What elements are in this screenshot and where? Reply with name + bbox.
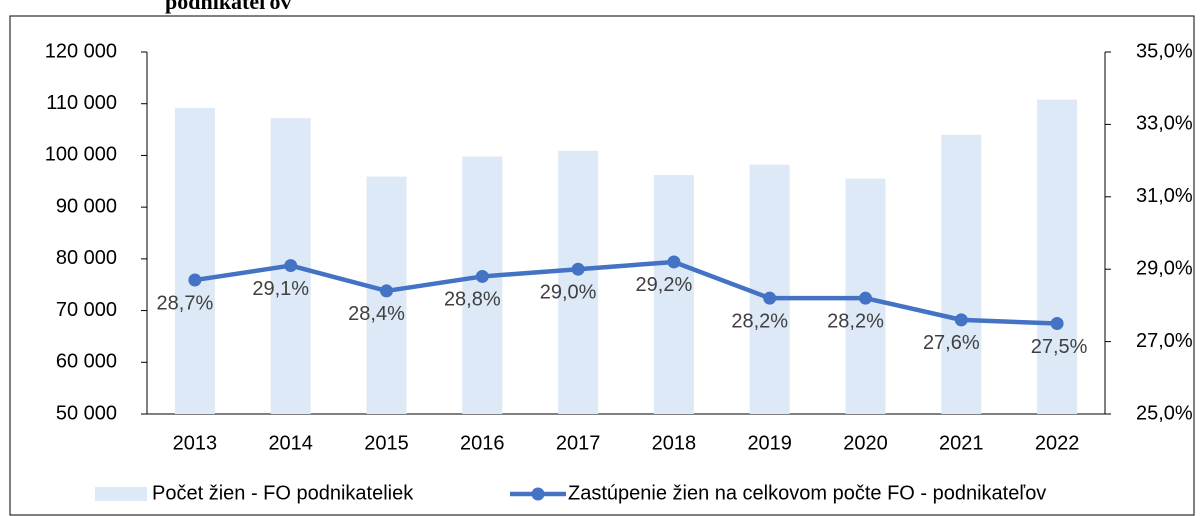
line-point xyxy=(859,291,872,305)
line-point xyxy=(954,313,968,327)
line-point xyxy=(380,284,393,298)
y2-tick-label: 25,0% xyxy=(1136,402,1193,424)
x-tick-label: 2018 xyxy=(652,432,697,454)
bar xyxy=(653,175,694,414)
x-tick-label: 2016 xyxy=(460,432,505,454)
bar xyxy=(749,164,790,414)
y2-tick-label: 31,0% xyxy=(1136,185,1193,207)
y2-tick-label: 33,0% xyxy=(1136,113,1193,135)
legend-label: Počet žien - FO podnikateliek xyxy=(152,482,414,504)
x-tick-label: 2014 xyxy=(268,432,313,454)
data-label: 27,5% xyxy=(1031,336,1088,358)
y-tick-label: 120 000 xyxy=(45,40,117,62)
line xyxy=(194,259,1058,326)
y-tick-label: 60 000 xyxy=(56,351,117,373)
line-point xyxy=(763,291,777,305)
x-tick-label: 2015 xyxy=(364,432,409,454)
x-tick-label: 2019 xyxy=(747,432,792,454)
line-point xyxy=(475,269,489,283)
x-tick-label: 2017 xyxy=(556,432,601,454)
y2-tick-label: 27,0% xyxy=(1136,330,1193,352)
data-label: 29,2% xyxy=(636,274,693,296)
line-point xyxy=(284,259,298,273)
y-tick-label: 70 000 xyxy=(56,299,117,321)
y-tick-label: 90 000 xyxy=(56,195,117,217)
data-label: 29,0% xyxy=(540,281,597,303)
x-tick-label: 2021 xyxy=(939,432,984,454)
data-label: 28,2% xyxy=(731,310,788,332)
x-tick-label: 2013 xyxy=(173,432,218,454)
line-point xyxy=(188,273,202,287)
y2-tick-label: 35,0% xyxy=(1136,40,1193,62)
y-tick-label: 80 000 xyxy=(56,247,117,269)
data-label: 28,4% xyxy=(348,303,405,325)
legend-swatch xyxy=(95,487,147,501)
bar xyxy=(174,107,215,414)
y2-tick-label: 29,0% xyxy=(1136,257,1193,279)
legend-swatch xyxy=(531,487,545,501)
x-tick-label: 2020 xyxy=(843,432,888,454)
y-tick-label: 110 000 xyxy=(46,92,117,114)
bar xyxy=(558,150,599,414)
legend-label: Zastúpenie žien na celkovom počte FO - p… xyxy=(568,482,1046,504)
bar xyxy=(462,156,503,414)
line-point xyxy=(1050,317,1064,330)
y-tick-label: 50 000 xyxy=(56,402,117,424)
data-label: 28,8% xyxy=(444,289,501,311)
line-point xyxy=(571,262,585,276)
data-label: 28,2% xyxy=(827,310,884,332)
y-tick-label: 100 000 xyxy=(45,144,117,166)
data-label: 29,1% xyxy=(252,278,309,300)
bar xyxy=(1037,99,1078,414)
line-point xyxy=(667,255,681,269)
data-label: 27,6% xyxy=(923,332,980,354)
data-label: 28,7% xyxy=(157,292,214,314)
chart-title: podnikateľov xyxy=(165,0,291,14)
x-tick-label: 2022 xyxy=(1035,432,1080,454)
bar xyxy=(941,134,982,414)
